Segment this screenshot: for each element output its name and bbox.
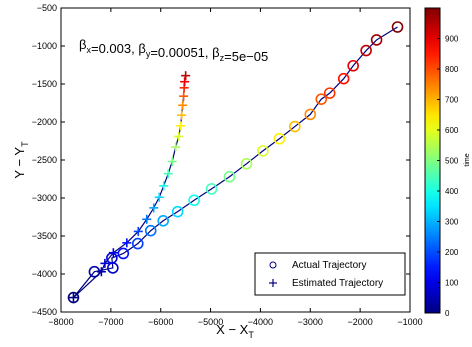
x-tick-label: −4000 bbox=[248, 317, 273, 327]
estimated-point-6 bbox=[142, 214, 152, 224]
actual-point-12 bbox=[240, 158, 253, 170]
colorbar-tick-label: 200 bbox=[445, 248, 459, 257]
y-tick-label: −2500 bbox=[32, 155, 57, 165]
colorbar-tick-label: 300 bbox=[445, 218, 459, 227]
estimated-point-5 bbox=[133, 226, 143, 236]
estimated-point-11 bbox=[167, 157, 177, 167]
colorbar-label: time bbox=[464, 153, 471, 166]
estimated-point-13 bbox=[174, 131, 184, 141]
legend-label-estimated: Estimated Trajectory bbox=[292, 278, 383, 289]
y-tick-label: −4000 bbox=[32, 269, 57, 279]
actual-point-22 bbox=[370, 34, 383, 46]
actual-point-4 bbox=[117, 247, 130, 260]
y-tick-label: −500 bbox=[37, 3, 57, 13]
y-tick-label: −1500 bbox=[32, 79, 57, 89]
colorbar-tick-label: 800 bbox=[445, 65, 459, 74]
series-line-0 bbox=[72, 26, 398, 298]
actual-point-21 bbox=[360, 44, 372, 57]
actual-point-8 bbox=[171, 205, 184, 218]
legend-circle-marker bbox=[269, 261, 277, 269]
colorbar-tick-label: 500 bbox=[445, 157, 459, 166]
estimated-point-12 bbox=[171, 142, 181, 152]
estimated-point-3 bbox=[108, 248, 118, 258]
legend-label-actual: Actual Trajectory bbox=[292, 260, 366, 271]
x-tick-label: −1000 bbox=[397, 317, 422, 327]
actual-point-11 bbox=[223, 170, 236, 183]
actual-point-0 bbox=[67, 291, 80, 304]
estimated-point-1 bbox=[96, 267, 106, 277]
x-tick-label: −5000 bbox=[198, 317, 223, 327]
x-tick-label: −8000 bbox=[48, 317, 73, 327]
y-tick-label: −2000 bbox=[32, 117, 57, 127]
series-layer bbox=[67, 21, 404, 304]
actual-point-18 bbox=[323, 87, 336, 99]
y-tick-label: −3000 bbox=[32, 193, 57, 203]
colorbar-tick-label: 600 bbox=[445, 126, 459, 135]
actual-point-23 bbox=[391, 21, 404, 33]
actual-point-15 bbox=[289, 120, 301, 133]
beta-annotation: βx=0.003, βy=0.00051, βz=5e−05 bbox=[79, 37, 268, 64]
estimated-point-15 bbox=[177, 110, 187, 120]
estimated-point-20 bbox=[181, 71, 191, 81]
y-tick-label: −4500 bbox=[32, 307, 57, 317]
estimated-point-7 bbox=[149, 203, 159, 213]
y-tick-label: −1000 bbox=[32, 41, 57, 51]
estimated-point-8 bbox=[154, 192, 164, 202]
colorbar-tick-label: 400 bbox=[445, 187, 459, 196]
x-tick-label: −2000 bbox=[348, 317, 373, 327]
actual-point-13 bbox=[257, 145, 269, 157]
axes-layer: −8000 −7000 −6000 −5000 −4000 −3000 −2000 −1000… bbox=[12, 3, 423, 340]
estimated-point-17 bbox=[179, 91, 189, 101]
colorbar: 0 100 200 300 400 500 600 700 800 900 time bbox=[424, 7, 471, 318]
actual-point-10 bbox=[205, 183, 218, 195]
actual-point-6 bbox=[144, 224, 157, 237]
colorbar-tick-label: 100 bbox=[445, 279, 459, 288]
x-tick-label: −7000 bbox=[98, 317, 123, 327]
actual-point-17 bbox=[315, 93, 328, 105]
colorbar-tick-label: 0 bbox=[445, 309, 450, 318]
x-tick-label: −3000 bbox=[298, 317, 323, 327]
actual-point-7 bbox=[157, 215, 170, 227]
actual-point-14 bbox=[273, 132, 286, 145]
colorbar-tick-label: 700 bbox=[445, 96, 459, 105]
estimated-point-19 bbox=[180, 77, 190, 87]
estimated-point-0 bbox=[68, 293, 78, 303]
estimated-point-14 bbox=[176, 121, 186, 131]
x-tick-label: −6000 bbox=[148, 317, 173, 327]
actual-point-9 bbox=[188, 194, 200, 207]
series-line-1 bbox=[73, 75, 187, 299]
estimated-point-4 bbox=[122, 238, 132, 248]
legend: Actual Trajectory Estimated Trajectory bbox=[254, 252, 406, 296]
actual-point-19 bbox=[337, 72, 350, 85]
actual-point-20 bbox=[347, 59, 359, 72]
estimated-point-2 bbox=[100, 258, 110, 268]
y-tick-label: −3500 bbox=[32, 231, 57, 241]
actual-point-5 bbox=[131, 237, 144, 250]
x-axis-label: X − XT bbox=[216, 322, 254, 340]
y-axis-label: Y − YT bbox=[12, 141, 30, 179]
estimated-point-16 bbox=[178, 100, 188, 110]
estimated-point-9 bbox=[159, 181, 169, 191]
colorbar-tick-label: 900 bbox=[445, 35, 459, 44]
actual-point-16 bbox=[304, 108, 317, 121]
legend-plus-marker bbox=[269, 279, 277, 287]
estimated-point-10 bbox=[163, 169, 173, 179]
legend-box bbox=[254, 252, 406, 296]
